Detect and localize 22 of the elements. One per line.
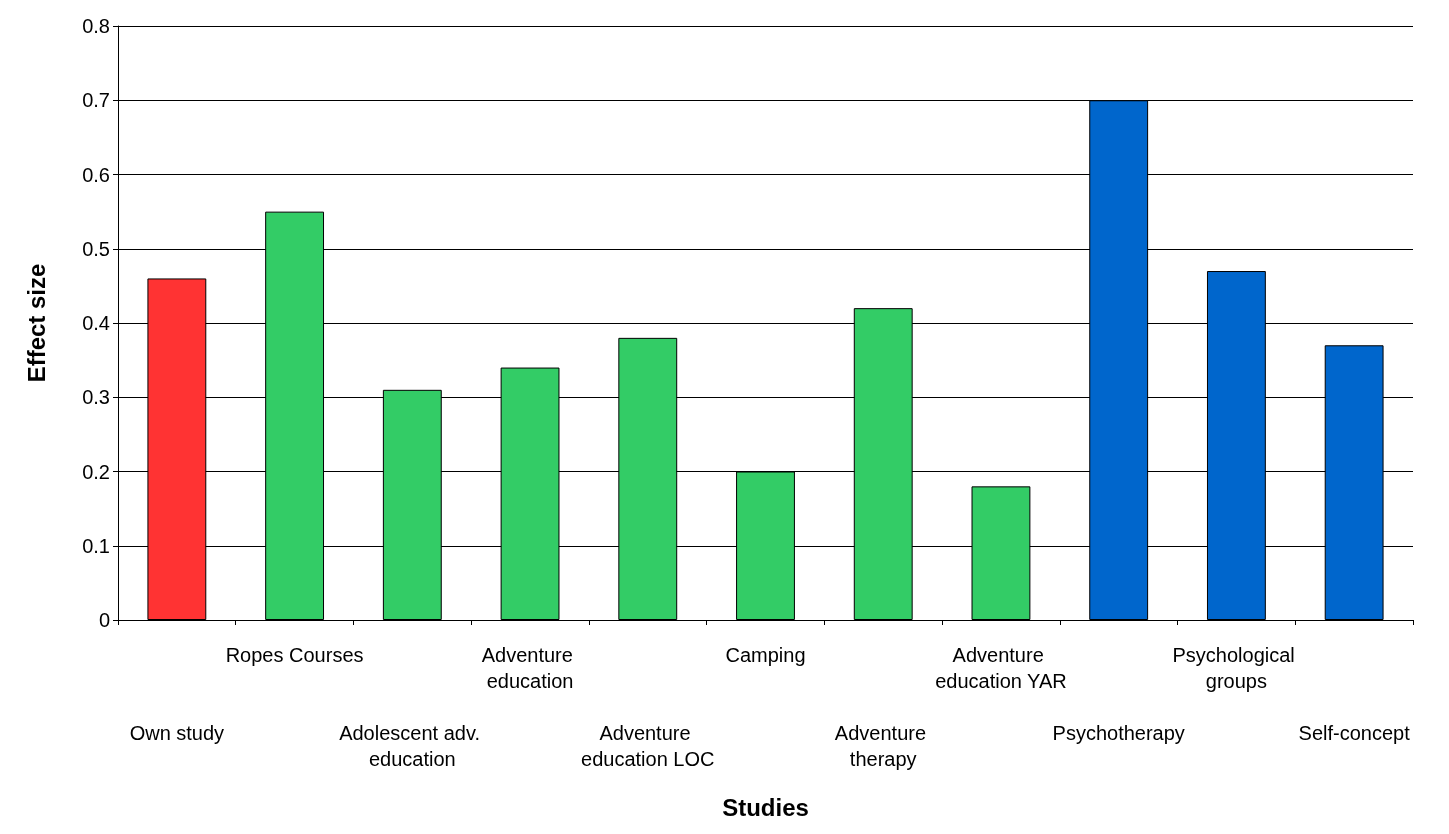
- x-axis-title: Studies: [722, 793, 809, 821]
- x-tick-label: Self-concept: [1298, 722, 1411, 744]
- y-tick-label: 0.1: [82, 534, 110, 557]
- y-tick-label: 0: [98, 609, 110, 631]
- x-tick-label: Psychotherapy: [1052, 722, 1185, 744]
- x-tick-label: Adventure education LOC: [581, 722, 715, 770]
- y-tick-label: 0.6: [82, 163, 110, 186]
- x-tick-label: Adolescent adv. education: [339, 722, 486, 770]
- y-tick-label: 0.4: [82, 312, 110, 334]
- y-tick-label: 0.2: [82, 460, 110, 483]
- y-axis-title: Effect size: [22, 263, 50, 383]
- x-tick-label: Adventure therapy: [834, 722, 932, 770]
- y-tick-label: 0.3: [82, 386, 110, 409]
- y-tick-label: 0.8: [82, 15, 110, 37]
- y-tick-label: 0.7: [82, 89, 110, 112]
- x-tick-label: Own study: [129, 722, 225, 744]
- y-tick-label: 0.5: [82, 237, 110, 260]
- x-tick-label: Psychological groups: [1172, 644, 1301, 692]
- x-tick-label: Adventure education YAR: [935, 644, 1067, 692]
- x-tick-label: Camping: [725, 644, 806, 666]
- x-tick-label: Ropes Courses: [225, 644, 364, 666]
- x-tick-label: Adventure education: [481, 644, 579, 692]
